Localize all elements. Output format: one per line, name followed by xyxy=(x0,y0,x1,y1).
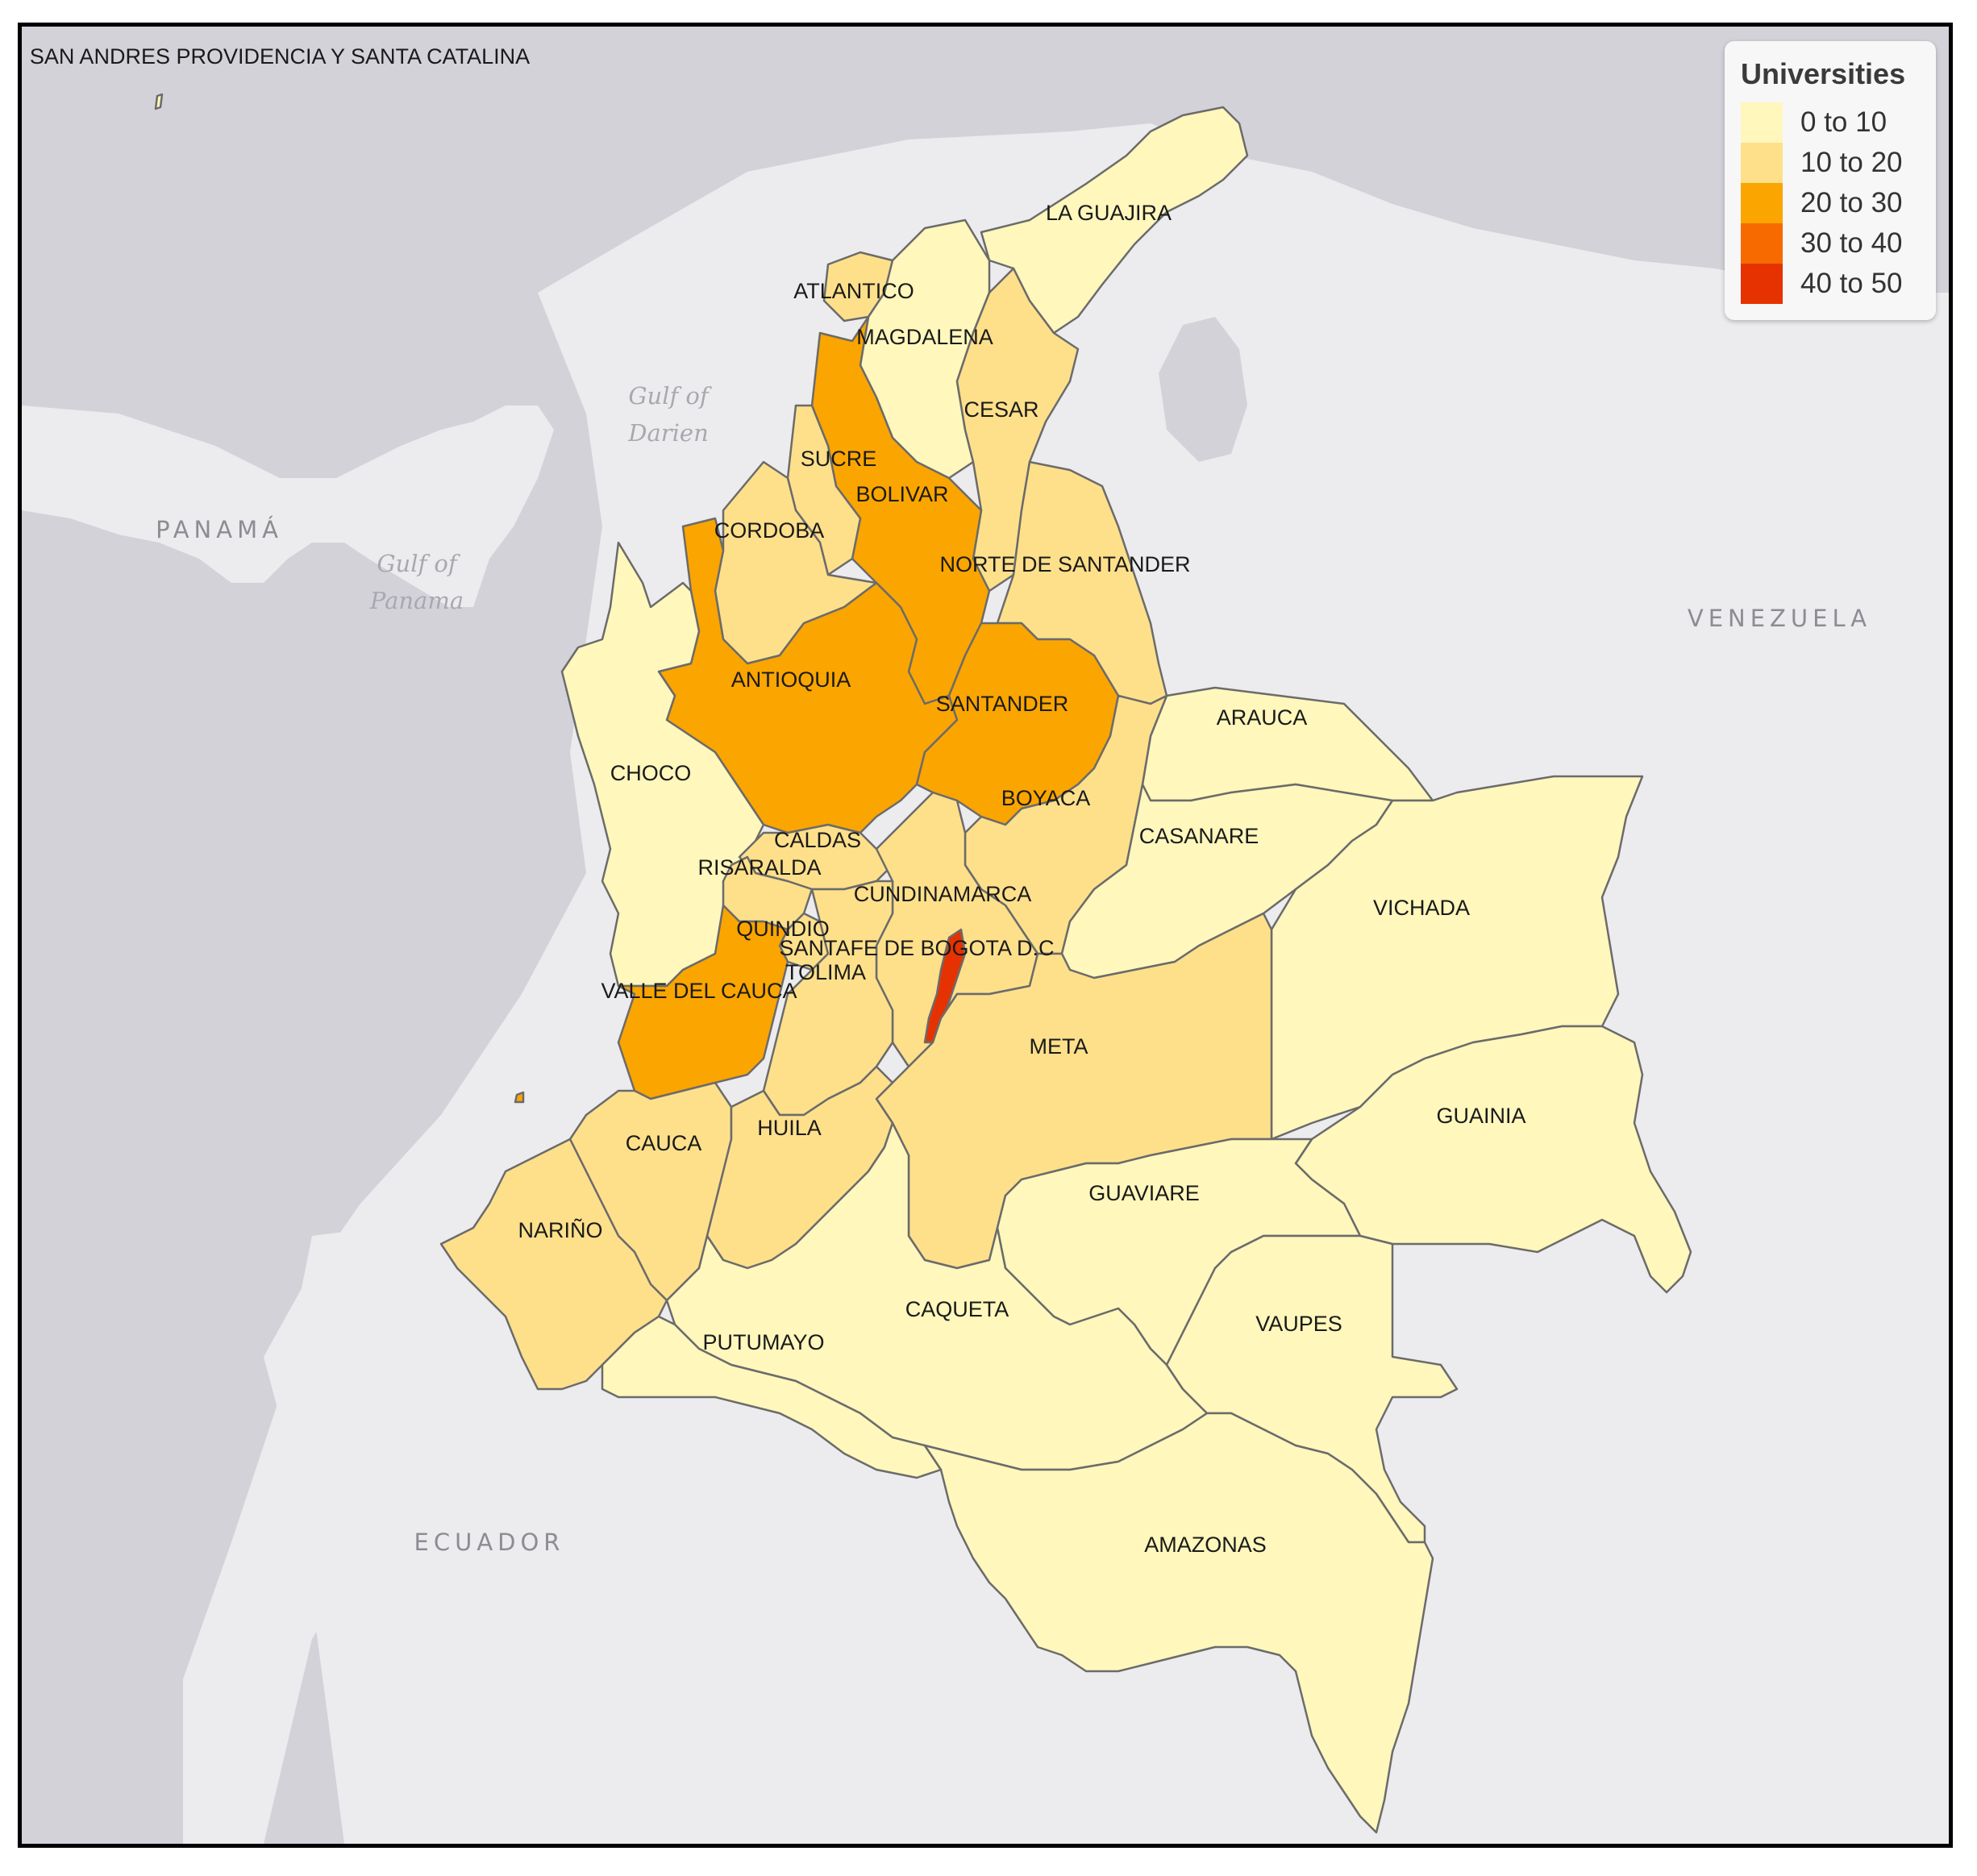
dept-label-la-guajira: LA GUAJIRA xyxy=(1046,201,1172,225)
legend-item: 30 to 40 xyxy=(1741,223,1920,264)
dept-label-quindio: QUINDIO xyxy=(736,917,830,941)
dept-label-meta: META xyxy=(1030,1034,1088,1059)
dept-label-cordoba: CORDOBA xyxy=(714,518,825,543)
dept-label-atlantico: ATLANTICO xyxy=(793,279,914,303)
legend-item: 40 to 50 xyxy=(1741,264,1920,304)
dept-label-tolima: TOLIMA xyxy=(785,960,866,984)
departments xyxy=(154,93,1692,1834)
legend-swatch xyxy=(1741,183,1783,223)
gulf-of-darien-label: Gulf of Darien xyxy=(627,382,713,447)
dept-label-norte-de-santander: NORTE DE SANTANDER xyxy=(939,552,1190,576)
dept-label-choco: CHOCO xyxy=(610,761,692,785)
legend-label: 30 to 40 xyxy=(1800,227,1903,259)
dept-label-cauca: CAUCA xyxy=(626,1131,702,1155)
country-label-venezuela: VENEZUELA xyxy=(1688,605,1871,632)
dept-label-caldas: CALDAS xyxy=(774,828,861,852)
dept-label-casanare: CASANARE xyxy=(1139,824,1259,848)
venezuela-lake-water xyxy=(1159,317,1247,462)
dept-label-vaupes: VAUPES xyxy=(1255,1312,1342,1336)
legend-label: 40 to 50 xyxy=(1800,268,1903,299)
dept-san-andres[interactable] xyxy=(154,93,164,110)
dept-label-valle-del-cauca: VALLE DEL CAUCA xyxy=(601,979,797,1003)
dept-label-antioquia: ANTIOQUIA xyxy=(731,668,851,692)
basemap-labels: Gulf of Darien Gulf of Panama PANAMÁ VENEZ… xyxy=(156,382,1871,1556)
dept-label-caqueta: CAQUETA xyxy=(905,1297,1009,1321)
dept-label-vichada: VICHADA xyxy=(1373,896,1470,920)
dept-label-bolivar: BOLIVAR xyxy=(855,482,948,506)
dept-label-magdalena: MAGDALENA xyxy=(856,325,993,349)
dept-label-cesar: CESAR xyxy=(964,397,1038,422)
country-label-ecuador: ECUADOR xyxy=(414,1529,565,1556)
ecuador-coast-land xyxy=(183,1220,506,1844)
dept-label-huila: HUILA xyxy=(757,1116,822,1140)
legend: Universities 0 to 10 10 to 20 20 to 30 3… xyxy=(1725,41,1936,320)
dept-label-sucre: SUCRE xyxy=(801,447,877,471)
legend-label: 20 to 30 xyxy=(1800,187,1903,218)
dept-label-san-andres: SAN ANDRES PROVIDENCIA Y SANTA CATALINA xyxy=(30,44,530,69)
legend-swatch xyxy=(1741,143,1783,183)
dept-label-guainia: GUAINIA xyxy=(1436,1104,1525,1128)
dept-label-cundinamarca: CUNDINAMARCA xyxy=(854,882,1032,906)
legend-item: 20 to 30 xyxy=(1741,183,1920,223)
dept-gorgona-islet[interactable] xyxy=(514,1091,525,1104)
legend-swatch xyxy=(1741,264,1783,304)
dept-label-bogota: SANTAFE DE BOGOTA D.C xyxy=(779,936,1054,960)
dept-label-santander: SANTANDER xyxy=(936,692,1069,716)
department-labels: SAN ANDRES PROVIDENCIA Y SANTA CATALINA … xyxy=(30,44,1526,1557)
choropleth-map[interactable]: Gulf of Darien Gulf of Panama PANAMÁ VENEZ… xyxy=(22,27,1949,1844)
dept-label-risaralda: RISARALDA xyxy=(697,855,821,880)
legend-swatch xyxy=(1741,223,1783,264)
central-america-land xyxy=(22,406,554,607)
legend-swatch xyxy=(1741,102,1783,143)
dept-amazonas[interactable] xyxy=(923,1412,1434,1834)
legend-title: Universities xyxy=(1741,57,1906,90)
dept-label-guaviare: GUAVIARE xyxy=(1088,1181,1200,1205)
dept-label-narino: NARIÑO xyxy=(518,1217,602,1242)
country-label-panama: PANAMÁ xyxy=(156,516,283,543)
dept-label-amazonas: AMAZONAS xyxy=(1144,1533,1267,1557)
dept-label-putumayo: PUTUMAYO xyxy=(702,1330,824,1354)
legend-item: 10 to 20 xyxy=(1741,143,1920,183)
dept-label-boyaca: BOYACA xyxy=(1001,786,1091,810)
legend-label: 10 to 20 xyxy=(1800,147,1903,178)
dept-label-arauca: ARAUCA xyxy=(1217,705,1308,730)
map-frame: Gulf of Darien Gulf of Panama PANAMÁ VENEZ… xyxy=(18,23,1953,1848)
gulf-of-panama-label: Gulf of Panama xyxy=(369,550,464,614)
legend-item: 0 to 10 xyxy=(1741,102,1920,143)
legend-label: 0 to 10 xyxy=(1800,106,1888,138)
